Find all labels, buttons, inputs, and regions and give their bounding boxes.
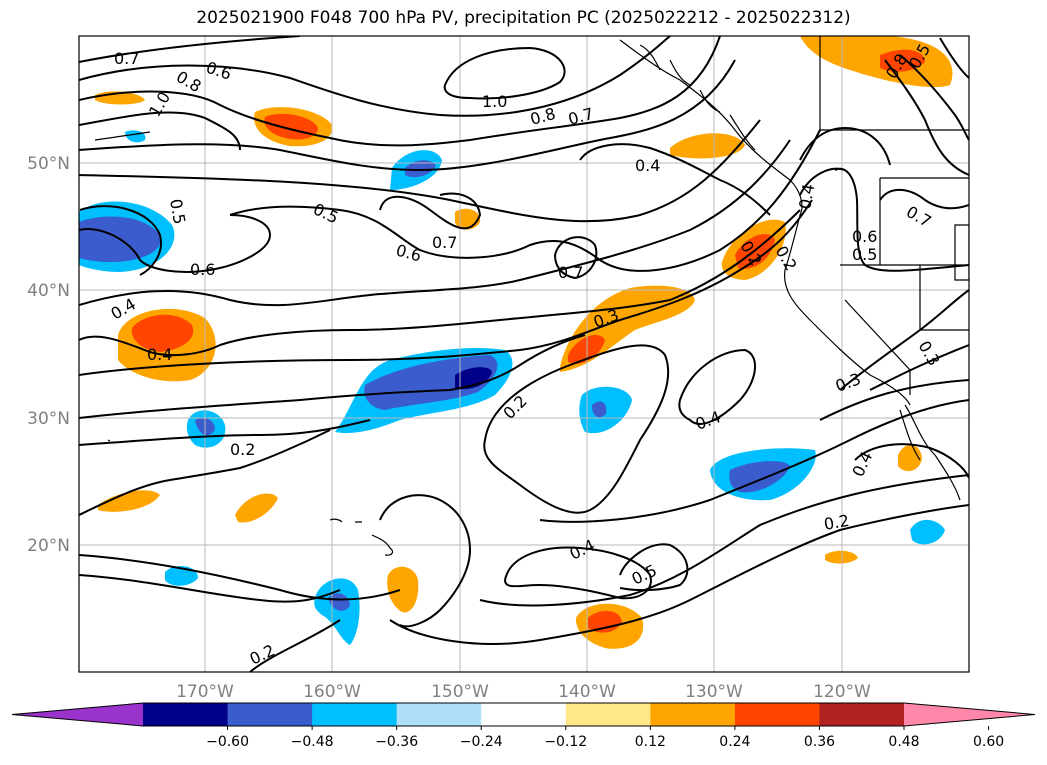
colorbar-segment (312, 703, 398, 726)
contour-label: 0.7 (114, 49, 139, 68)
colorbar: −0.60 −0.48 −0.36 −0.24 −0.12 0.12 0.24 0.36 0.4… (11, 702, 1036, 750)
contour-label: 0.5 (852, 245, 877, 264)
colorbar-tick-label: 0.60 (973, 734, 1004, 750)
contour-label: 0.2 (822, 511, 850, 534)
colorbar-tick-label: 0.12 (635, 734, 666, 750)
colorbar-segment (650, 703, 736, 726)
lat-label: 40°N (27, 281, 70, 301)
lon-label: 150°W (431, 682, 489, 702)
contour-label: 0.4 (795, 182, 818, 210)
contour-label: 1.0 (482, 92, 507, 111)
colorbar-segment (396, 703, 482, 726)
colorbar-tick-label: −0.48 (291, 734, 334, 750)
colorbar-segment (565, 703, 651, 726)
contour-label: 0.4 (147, 345, 172, 364)
colorbar-segment (481, 703, 567, 726)
colorbar-segment (734, 703, 820, 726)
map-plot-area: 0.7 0.6 0.8 1.0 0.5 0.6 0.4 0.4 0.2 0.2 … (79, 36, 969, 672)
colorbar-segment (819, 703, 905, 726)
colorbar-tick-label: −0.60 (206, 734, 249, 750)
colorbar-tick-label: −0.24 (460, 734, 503, 750)
contour-label: 0.7 (558, 263, 583, 282)
contour-label: 0.6 (190, 260, 215, 279)
contour-label: 0.2 (230, 440, 255, 459)
colorbar-extend-low (12, 703, 143, 726)
plot-frame (78, 35, 970, 673)
colorbar-outline (11, 702, 1036, 727)
lon-label: 120°W (813, 682, 871, 702)
lon-label: 170°W (176, 682, 234, 702)
contour-label: 0.7 (432, 233, 457, 252)
graticule (79, 36, 969, 672)
lat-label: 20°N (27, 536, 70, 556)
colorbar-segment (143, 703, 229, 726)
colorbar-tick-label: 0.36 (804, 734, 835, 750)
lon-label: 140°W (558, 682, 616, 702)
lat-label: 50°N (27, 154, 70, 174)
coastline (94, 36, 969, 556)
contour-label: 0.6 (852, 227, 877, 246)
longitude-labels: 170°W 160°W 150°W 140°W 130°W 120°W (176, 682, 871, 702)
colorbar-tick-label: 0.24 (719, 734, 750, 750)
pv-contours (79, 36, 969, 672)
colorbar-tick-label: −0.36 (375, 734, 418, 750)
figure-title: 2025021900 F048 700 hPa PV, precipitatio… (196, 8, 851, 28)
lon-label: 160°W (303, 682, 361, 702)
colorbar-tick-label: −0.12 (544, 734, 587, 750)
colorbar-extend-high (904, 703, 1035, 726)
colorbar-segment (227, 703, 313, 726)
contour-labels: 0.7 0.6 0.8 1.0 0.5 0.6 0.4 0.4 0.2 0.2 … (108, 40, 944, 668)
latitude-labels: 50°N 40°N 30°N 20°N (27, 154, 70, 556)
lon-label: 130°W (685, 682, 743, 702)
colorbar-tick-label: 0.48 (888, 734, 919, 750)
contour-label: 0.4 (635, 156, 660, 175)
contour-label: 0.5 (166, 197, 189, 225)
lat-label: 30°N (27, 409, 70, 429)
